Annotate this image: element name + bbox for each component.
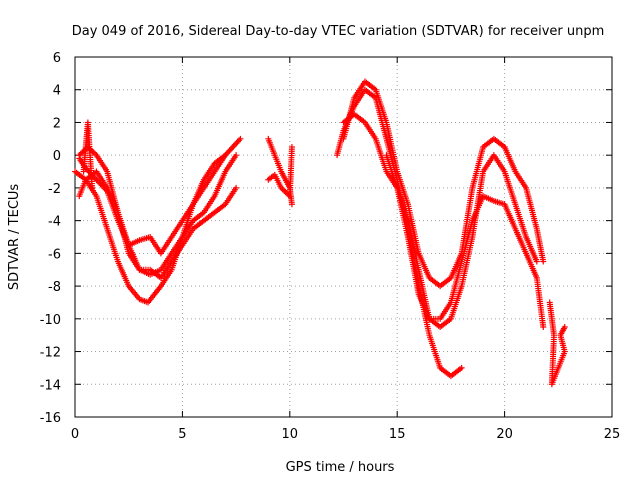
y-tick-label: -2	[48, 182, 61, 197]
y-tick-label: 0	[53, 149, 61, 164]
y-tick-label: 4	[53, 84, 61, 99]
x-tick-label: 5	[178, 427, 186, 442]
data-point	[281, 187, 288, 194]
grid-lines	[75, 57, 612, 417]
data-point	[540, 324, 547, 330]
y-tick-label: -16	[40, 411, 61, 426]
data-point	[236, 137, 243, 144]
data-point	[458, 364, 465, 371]
data-point	[533, 258, 540, 265]
data-point	[561, 324, 568, 330]
y-tick-label: -14	[40, 378, 61, 393]
data-point	[231, 141, 238, 148]
data-point	[230, 143, 237, 150]
series-arc-13	[546, 299, 568, 388]
y-tick-label: 2	[53, 116, 61, 131]
series-arc-10	[340, 111, 540, 330]
x-tick-label: 10	[282, 427, 299, 442]
data-point	[233, 152, 240, 159]
data-point	[233, 140, 240, 147]
data-point	[222, 152, 229, 159]
data-point	[225, 149, 232, 156]
data-point	[288, 144, 295, 150]
y-tick-label: 6	[53, 51, 61, 66]
data-point	[76, 152, 83, 159]
series-arc-4	[76, 168, 240, 281]
x-axis-label: GPS time / hours	[286, 460, 395, 475]
data-point	[233, 184, 240, 191]
series-arc-5	[80, 119, 96, 191]
series-arc-3	[72, 152, 229, 306]
y-tick-label: -12	[40, 346, 61, 361]
chart-title: Day 049 of 2016, Sidereal Day-to-day VTE…	[72, 24, 605, 39]
series-arc-8	[334, 86, 465, 380]
data-point	[89, 184, 96, 191]
data-point	[227, 146, 234, 153]
data-point	[77, 150, 84, 157]
data-point	[226, 147, 233, 154]
plot-frame	[74, 56, 613, 418]
data-point	[234, 138, 241, 145]
series-arc-7	[265, 144, 295, 200]
y-tick-label: -4	[48, 215, 61, 230]
x-tick-label: 15	[389, 427, 406, 442]
x-tick-label: 0	[71, 427, 79, 442]
data-point	[237, 135, 244, 142]
series-arc-1	[76, 135, 244, 257]
y-axis-label: SDTVAR / TECUs	[7, 184, 22, 291]
data-point	[540, 258, 547, 265]
y-tick-label: -6	[48, 247, 61, 262]
data-point	[87, 146, 94, 153]
data-points	[72, 78, 568, 388]
y-axis: -16 -14 -12 -10 -8 -6 -4 -2 0 2 4 6	[40, 51, 612, 426]
data-point	[229, 144, 236, 151]
x-tick-label: 20	[496, 427, 513, 442]
y-tick-label: -8	[48, 280, 61, 295]
y-tick-label: -10	[40, 313, 61, 328]
x-tick-label: 25	[604, 427, 621, 442]
data-point	[288, 201, 295, 208]
x-axis: 0 5 10 15 20 25	[71, 57, 620, 442]
series-arc-11	[383, 152, 547, 330]
series-arc-12	[501, 144, 547, 265]
